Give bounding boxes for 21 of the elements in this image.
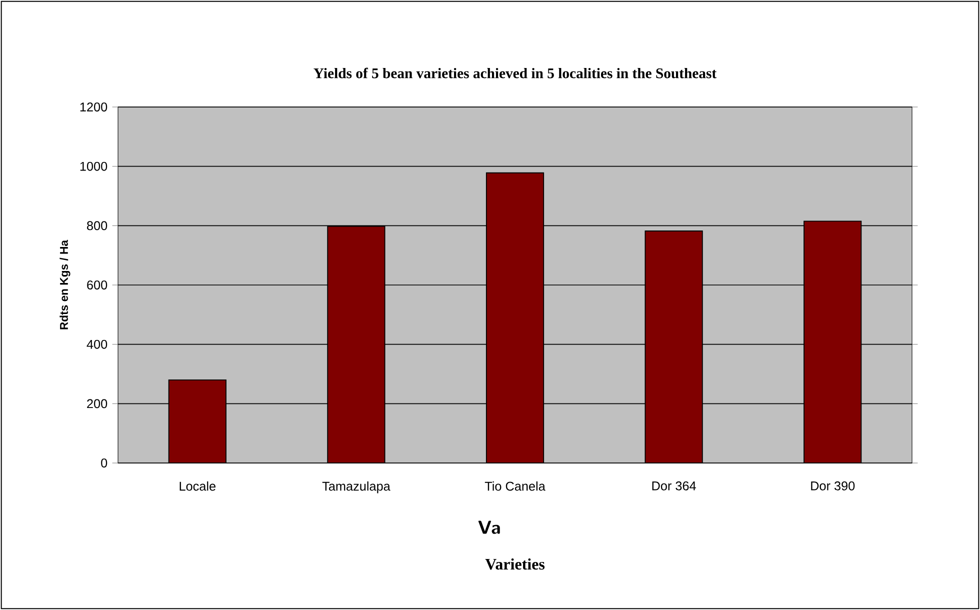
y-tick-label: 1000: [80, 162, 108, 171]
bar: [644, 230, 703, 463]
y-tick-label: 200: [87, 399, 108, 408]
bar: [168, 379, 226, 463]
x-tick-label: Dor 390: [811, 481, 855, 490]
y-tick-label: 400: [86, 340, 108, 349]
x-tick-label: Tamazulapa: [322, 481, 390, 494]
bar: [327, 226, 386, 463]
bar: [486, 172, 544, 463]
bar: [804, 220, 862, 463]
y-tick-label: 600: [87, 280, 108, 290]
x-tick-label: Dor 364: [652, 481, 696, 490]
x-axis-title: Varieties: [485, 558, 545, 570]
chart-title: Yields of 5 bean varieties achieved in 5 localities in the Southeast: [314, 68, 717, 78]
y-tick-label: 0: [101, 458, 108, 468]
x-tick-label: Locale: [180, 481, 216, 491]
x-tick-label: Tio Canela: [484, 481, 546, 491]
y-tick-label: 800: [87, 221, 108, 230]
y-axis-title: Rdts en Kgs / Ha: [60, 240, 70, 330]
y-tick-label: 1200: [80, 102, 108, 112]
text: Va: [478, 520, 500, 534]
